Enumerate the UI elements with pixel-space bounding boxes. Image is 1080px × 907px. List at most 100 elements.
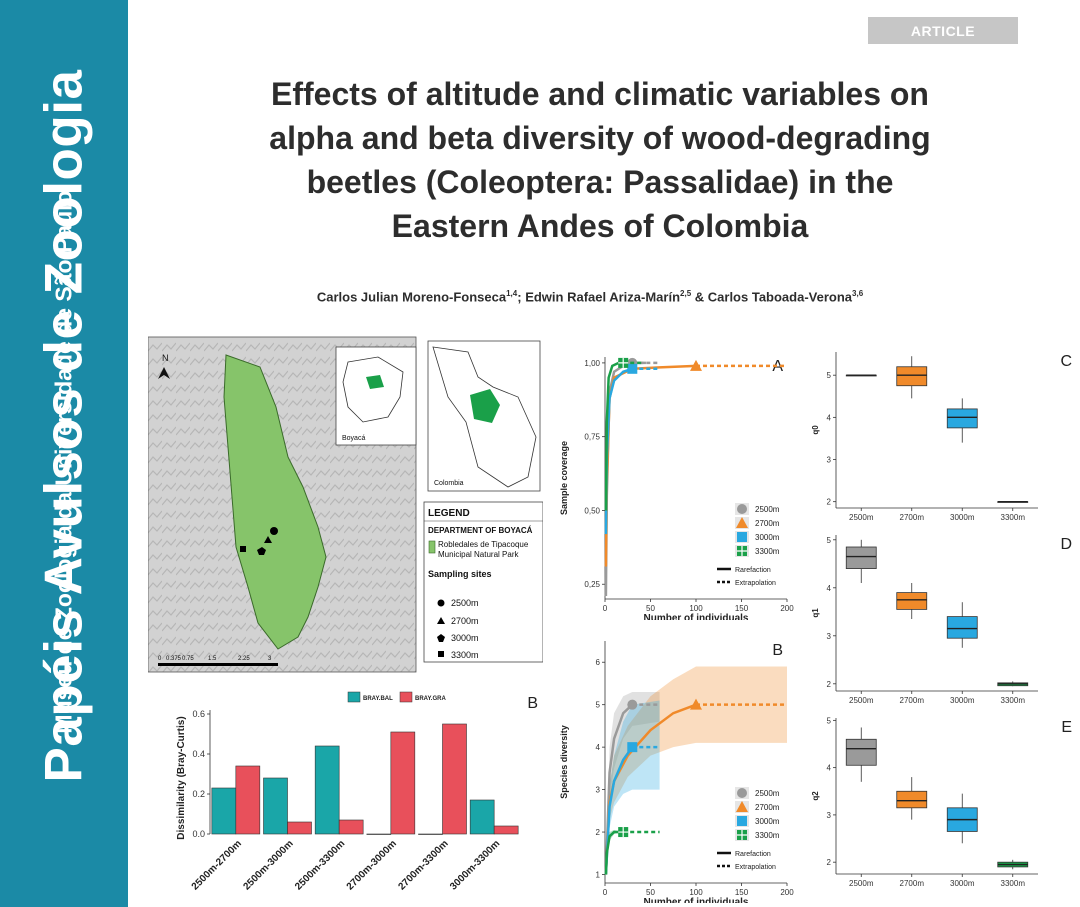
panel-letter: A: [772, 358, 783, 375]
x-tick-label: 150: [735, 604, 749, 613]
title-line: Effects of altitude and climatic variabl…: [271, 76, 929, 112]
y-tick-label: 4: [596, 743, 601, 752]
legend-title: LEGEND: [428, 508, 470, 519]
park-polygon: [223, 354, 327, 650]
panel-letter: B: [772, 642, 783, 659]
journal-sidebar: Papéis Avulsos de Zoologia Museu de Zool…: [0, 0, 128, 907]
x-tick-label: 200: [780, 604, 794, 613]
x-tick-label: 2700m: [900, 696, 925, 705]
x-tick-label: 2500m: [849, 879, 874, 888]
legend-label: 2500m: [755, 505, 780, 514]
legend-pentagon-marker: [437, 634, 445, 642]
legend-label: 2500m: [755, 789, 780, 798]
legend-marker-2500m: [737, 788, 747, 798]
scale-label: 2.25: [238, 656, 250, 662]
inset-boyaca-label: Boyacá: [342, 435, 365, 442]
x-tick-label: 50: [646, 888, 655, 897]
title-line: alpha and beta diversity of wood-degradi…: [269, 120, 931, 156]
legend-site-label: 3300m: [451, 650, 479, 660]
legend-marker-2700m: [736, 801, 748, 812]
box-2500m: [845, 546, 877, 570]
confidence-band-2700m: [605, 666, 787, 875]
bar-BRAY.BAL: [314, 745, 340, 835]
legend-swatch-BRAY.BAL: [347, 691, 361, 703]
x-tick-label: 100: [689, 888, 703, 897]
legend-label: 3300m: [755, 831, 780, 840]
bar-BRAY.GRA: [442, 723, 467, 835]
author-affiliation: 3,6: [852, 289, 864, 298]
y-axis-label: q0: [811, 425, 820, 435]
box-3000m: [946, 408, 978, 429]
y-tick-label: 0,75: [584, 433, 600, 442]
north-arrow: N: [162, 353, 169, 363]
x-tick-label: 3300m: [1001, 696, 1026, 705]
legend-circle-marker: [437, 599, 445, 607]
legend-label: 3000m: [755, 533, 780, 542]
y-tick-label: 0.2: [192, 789, 205, 799]
north-arrow-icon: [158, 367, 170, 379]
y-tick-label: 2: [596, 828, 601, 837]
inset-boyaca-highlight: [366, 375, 384, 389]
y-tick-label: 1: [596, 871, 601, 880]
chart-dissimilarity: B 0.0 0.2 0.4 0.6 Dissimilarity (Bray-Curtis)…: [176, 691, 538, 893]
scale-label: 3: [268, 656, 272, 662]
x-tick-label: 3000m: [950, 696, 975, 705]
x-tick-label: 150: [735, 888, 749, 897]
bar-BRAY.GRA: [235, 765, 261, 835]
legend-site-label: 2700m: [451, 616, 479, 626]
y-axis-label: Sample coverage: [559, 441, 569, 515]
x-tick-label: 0: [603, 888, 608, 897]
chart-boxplot-q0: C 2 3 4 5 q0 2500m 2700m 3000m 3300m: [811, 352, 1072, 522]
legend-marker-3000m: [737, 816, 747, 826]
y-tick-label: 5: [827, 716, 832, 725]
y-tick-label: 0.0: [192, 829, 205, 839]
paper-title: Effects of altitude and climatic variabl…: [190, 72, 1010, 248]
legend-extrapolation-label: Extrapolation: [735, 580, 776, 587]
scale-label: 0: [158, 656, 162, 662]
rarefaction-line-3000m: [604, 746, 634, 875]
legend-swatch-BRAY.GRA: [399, 691, 413, 703]
rarefaction-line-2500m: [604, 361, 646, 597]
x-tick-label: 2700m: [900, 513, 925, 522]
site-marker-2700m: [264, 536, 272, 543]
publisher-name: Museu de Zoologia da Universidade de São…: [50, 190, 77, 734]
y-axis-label: q2: [811, 791, 820, 801]
y-tick-label: 5: [827, 536, 832, 545]
observed-point-3000m: [627, 363, 638, 374]
x-tick-label: 2500m-3300m: [293, 838, 347, 892]
bar-BRAY.BAL: [469, 799, 495, 835]
bar-BRAY.GRA: [287, 821, 312, 835]
x-tick-label: 2700m-3300m: [396, 838, 450, 892]
legend-label: 2700m: [755, 803, 780, 812]
author-name: Edwin Rafael Ariza-Marín: [525, 289, 681, 305]
y-tick-label: 0,50: [584, 506, 600, 515]
y-tick-label: 3: [827, 632, 832, 641]
legend-square-marker: [438, 651, 444, 657]
observed-point-2500m: [627, 699, 638, 710]
site-marker-2500m: [270, 527, 278, 535]
y-tick-label: 3: [827, 811, 832, 820]
chart-boxplot-q2: E 2 3 4 5 q2 2500m 2700m 3000m 3300m: [811, 716, 1072, 888]
panel-letter: B: [527, 695, 538, 712]
observed-point-3300m-cross: [618, 827, 629, 838]
y-tick-label: 2: [827, 858, 832, 867]
title-line: Eastern Andes of Colombia: [391, 208, 809, 244]
bar-BRAY.BAL: [418, 833, 443, 835]
x-tick-label: 2700m: [900, 879, 925, 888]
rarefaction-line-3300m: [604, 830, 624, 875]
title-line: beetles (Coleoptera: Passalidae) in the: [306, 164, 894, 200]
legend-rarefaction-label: Rarefaction: [735, 567, 771, 574]
legend-label: BRAY.GRA: [415, 696, 446, 702]
inset-americas-outline: [432, 346, 537, 488]
article-type-badge: ARTICLE: [868, 17, 1018, 44]
panel-letter: E: [1061, 719, 1072, 736]
y-axis-label: q1: [811, 608, 820, 618]
panel-letter: D: [1060, 536, 1072, 553]
legend-park-line2: Municipal Natural Park: [438, 550, 519, 559]
y-tick-label: 3: [827, 456, 832, 465]
x-tick-label: 200: [780, 888, 794, 897]
box-2700m: [896, 592, 928, 610]
x-tick-label: 2500m: [849, 513, 874, 522]
inset-colombia-highlight: [470, 389, 500, 423]
chart-sample-coverage: A 0,25 0,50 0,75 1,00 0 50 100 150 200 Number of i…: [559, 357, 794, 620]
